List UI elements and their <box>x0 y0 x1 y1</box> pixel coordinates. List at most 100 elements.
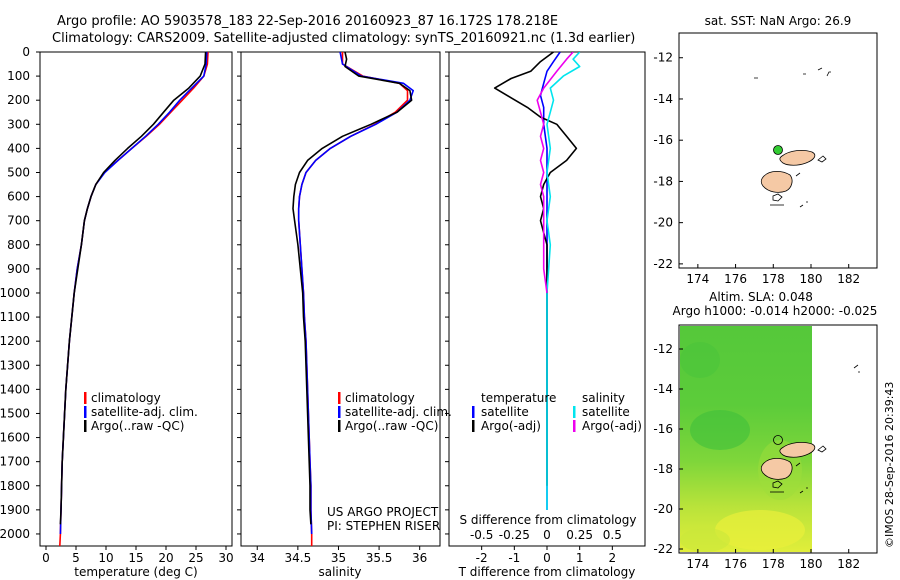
argo-float-marker <box>773 435 783 445</box>
map-y-tick-label: -12 <box>653 342 673 356</box>
map-y-tick-label: -22 <box>653 542 673 556</box>
legend-label-satellite: satellite-adj. clim. <box>91 405 198 419</box>
map-x-tick-label: 182 <box>837 272 860 286</box>
depth-tick-label: 1100 <box>0 310 30 324</box>
depth-axis: 0 100 200 300 400 500 600 700 800 900 1000 1100 1200… <box>0 45 449 541</box>
sst-map-title: sat. SST: NaN Argo: 26.9 <box>705 14 852 28</box>
legend-swatch-climatology <box>84 392 87 404</box>
legend-label-argo: Argo(..raw -QC) <box>345 419 438 433</box>
legend-label-argo: Argo(..raw -QC) <box>91 419 184 433</box>
x-tick-label: 0 <box>543 551 551 565</box>
difference-x-label: T difference from climatology <box>458 565 636 579</box>
x-tick-label: -2 <box>476 551 488 565</box>
map-x-tick-label: 182 <box>837 557 860 571</box>
depth-tick-label: 400 <box>7 141 30 155</box>
difference-series <box>493 52 581 510</box>
map-x-tick-label: 180 <box>800 557 823 571</box>
vanua-levu-island <box>779 149 816 166</box>
series-line-salinity-satellite <box>546 52 581 510</box>
small-island-a <box>772 480 783 489</box>
depth-tick-label: 600 <box>7 190 30 204</box>
legend-swatch-satellite <box>338 406 341 418</box>
sla-map-title: Altim. SLA: 0.048 <box>709 290 813 304</box>
header-line-1: Argo profile: AO 5903578_183 22-Sep-2016… <box>57 14 558 29</box>
difference-x-axis: -2 -1 0 1 2 <box>476 546 616 565</box>
map-y-tick-label: -18 <box>653 462 673 476</box>
series-line-salinity-argo-adj- <box>536 52 574 294</box>
map-y-tick-label: -18 <box>653 174 673 188</box>
legend-swatch-argo <box>84 420 87 432</box>
legend-swatch-temp-argo <box>472 420 475 432</box>
depth-tick-label: 700 <box>7 214 30 228</box>
map-y-tick-label: -20 <box>653 502 673 516</box>
series-line-climatology <box>59 52 209 546</box>
depth-tick-label: 1500 <box>0 406 30 420</box>
x-tick-label: 30 <box>218 551 233 565</box>
small-island-e <box>795 172 808 208</box>
small-island-c <box>817 445 827 453</box>
difference-top-axis-label: S difference from climatology <box>460 513 637 527</box>
legend-swatch-argo <box>338 420 341 432</box>
sst-map-islands <box>754 67 831 208</box>
top-tick-label: 0.25 <box>566 528 593 542</box>
x-tick-label: 20 <box>158 551 173 565</box>
x-tick-label: 2 <box>609 551 617 565</box>
legend-heading-salinity: salinity <box>582 391 625 405</box>
depth-tick-label: 1000 <box>0 286 30 300</box>
top-tick-label: 0.5 <box>603 528 622 542</box>
legend-swatch-climatology <box>338 392 341 404</box>
depth-tick-label: 1700 <box>0 455 30 469</box>
top-tick-label: 0 <box>543 528 551 542</box>
x-tick-label: 0 <box>42 551 50 565</box>
x-tick-label: 1 <box>576 551 584 565</box>
x-tick-label: 15 <box>128 551 143 565</box>
small-island-c <box>817 155 827 163</box>
top-tick-label: -0.25 <box>499 528 530 542</box>
x-tick-label: -1 <box>508 551 520 565</box>
salinity-x-axis: 34 34.5 35 35.5 36 <box>250 546 427 565</box>
legend-label-sal-satellite: satellite <box>582 405 630 419</box>
series-line-argo-raw-qc- <box>292 52 413 525</box>
argo-float-marker <box>773 145 783 155</box>
sla-low-patch <box>680 342 720 378</box>
map-y-tick-label: -16 <box>653 133 673 147</box>
difference-legend: temperature satellite Argo(-adj) salinit… <box>472 391 642 433</box>
map-y-tick-label: -22 <box>653 257 673 271</box>
sla-low-patch <box>690 410 750 450</box>
depth-tick-label: 1800 <box>0 479 30 493</box>
small-island-d <box>853 364 860 373</box>
depth-tick-label: 300 <box>7 117 30 131</box>
depth-tick-label: 100 <box>7 69 30 83</box>
legend-label-temp-satellite: satellite <box>481 405 529 419</box>
x-tick-label: 25 <box>188 551 203 565</box>
pi-annotation: PI: STEPHEN RISER <box>327 519 440 533</box>
viti-levu-island <box>760 457 793 480</box>
map-x-tick-label: 180 <box>800 272 823 286</box>
x-tick-label: 36 <box>412 551 427 565</box>
depth-tick-label: 1200 <box>0 334 30 348</box>
sla-high-patch <box>680 528 730 552</box>
sla-map-islands <box>760 364 860 494</box>
map-x-tick-label: 178 <box>762 272 785 286</box>
x-tick-label: 34.5 <box>284 551 311 565</box>
sla-map-field <box>680 326 812 552</box>
salinity-legend: climatology satellite-adj. clim. Argo(..… <box>338 391 452 433</box>
legend-label-climatology: climatology <box>345 391 415 405</box>
depth-tick-label: 1900 <box>0 503 30 517</box>
x-tick-label: 10 <box>98 551 113 565</box>
depth-tick-label: 1300 <box>0 358 30 372</box>
depth-tick-label: 0 <box>22 45 30 59</box>
small-island-a <box>772 193 783 202</box>
map-y-tick-label: -20 <box>653 216 673 230</box>
series-line-satellite-adj-clim- <box>59 52 208 535</box>
depth-tick-label: 900 <box>7 262 30 276</box>
salinity-plot-frame <box>240 51 441 547</box>
depth-tick-label: 1600 <box>0 431 30 445</box>
series-line-argo-raw-qc- <box>59 52 207 525</box>
x-tick-label: 5 <box>72 551 80 565</box>
x-tick-label: 34 <box>250 551 265 565</box>
salinity-x-label: salinity <box>318 565 361 579</box>
map-x-tick-label: 178 <box>762 557 785 571</box>
x-tick-label: 35 <box>331 551 346 565</box>
depth-tick-label: 800 <box>7 238 30 252</box>
